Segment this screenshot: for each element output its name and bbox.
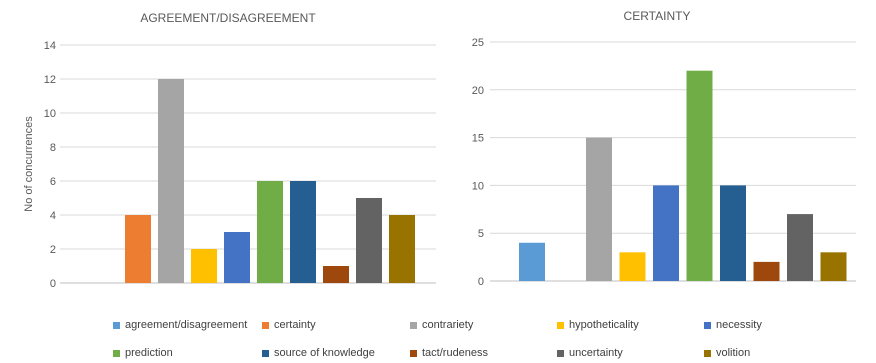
bar-source-of-knowledge — [720, 185, 746, 281]
bar-source-of-knowledge — [290, 181, 316, 283]
y-axis-label: No of concurrences — [23, 116, 35, 212]
bar-volition — [820, 252, 847, 281]
y-tick-label: 5 — [478, 228, 484, 240]
bar-hypotheticality — [619, 252, 646, 281]
bar-prediction — [686, 70, 713, 282]
y-tick-label: 2 — [50, 244, 56, 256]
y-tick-label: 4 — [50, 210, 56, 222]
y-tick-label: 12 — [44, 74, 56, 86]
bar-agreement-disagreement — [519, 242, 545, 281]
bar-uncertainty — [787, 214, 813, 281]
y-tick-label: 10 — [472, 180, 484, 192]
bar-contrariety — [586, 137, 612, 281]
bar-necessity — [653, 185, 679, 281]
y-tick-label: 8 — [50, 142, 56, 154]
bar-tact-rudeness — [323, 266, 349, 283]
bar-volition — [389, 215, 415, 283]
y-tick-label: 25 — [472, 37, 484, 49]
bar-contrariety — [158, 79, 184, 283]
bar-hypotheticality — [191, 249, 217, 283]
bar-prediction — [257, 181, 283, 283]
y-tick-label: 20 — [472, 85, 484, 97]
y-tick-label: 0 — [478, 276, 484, 288]
chart-title-2: CERTAINTY — [624, 9, 691, 23]
bar-necessity — [224, 232, 250, 283]
y-tick-label: 10 — [44, 108, 56, 120]
y-tick-label: 14 — [44, 40, 56, 52]
y-tick-label: 15 — [472, 133, 484, 145]
bar-certainty — [125, 215, 151, 283]
chart-title-1: AGREEMENT/DISAGREEMENT — [140, 11, 316, 25]
bar-tact-rudeness — [753, 261, 780, 281]
bar-uncertainty — [356, 198, 382, 283]
y-tick-label: 6 — [50, 176, 56, 188]
y-tick-label: 0 — [50, 278, 56, 290]
